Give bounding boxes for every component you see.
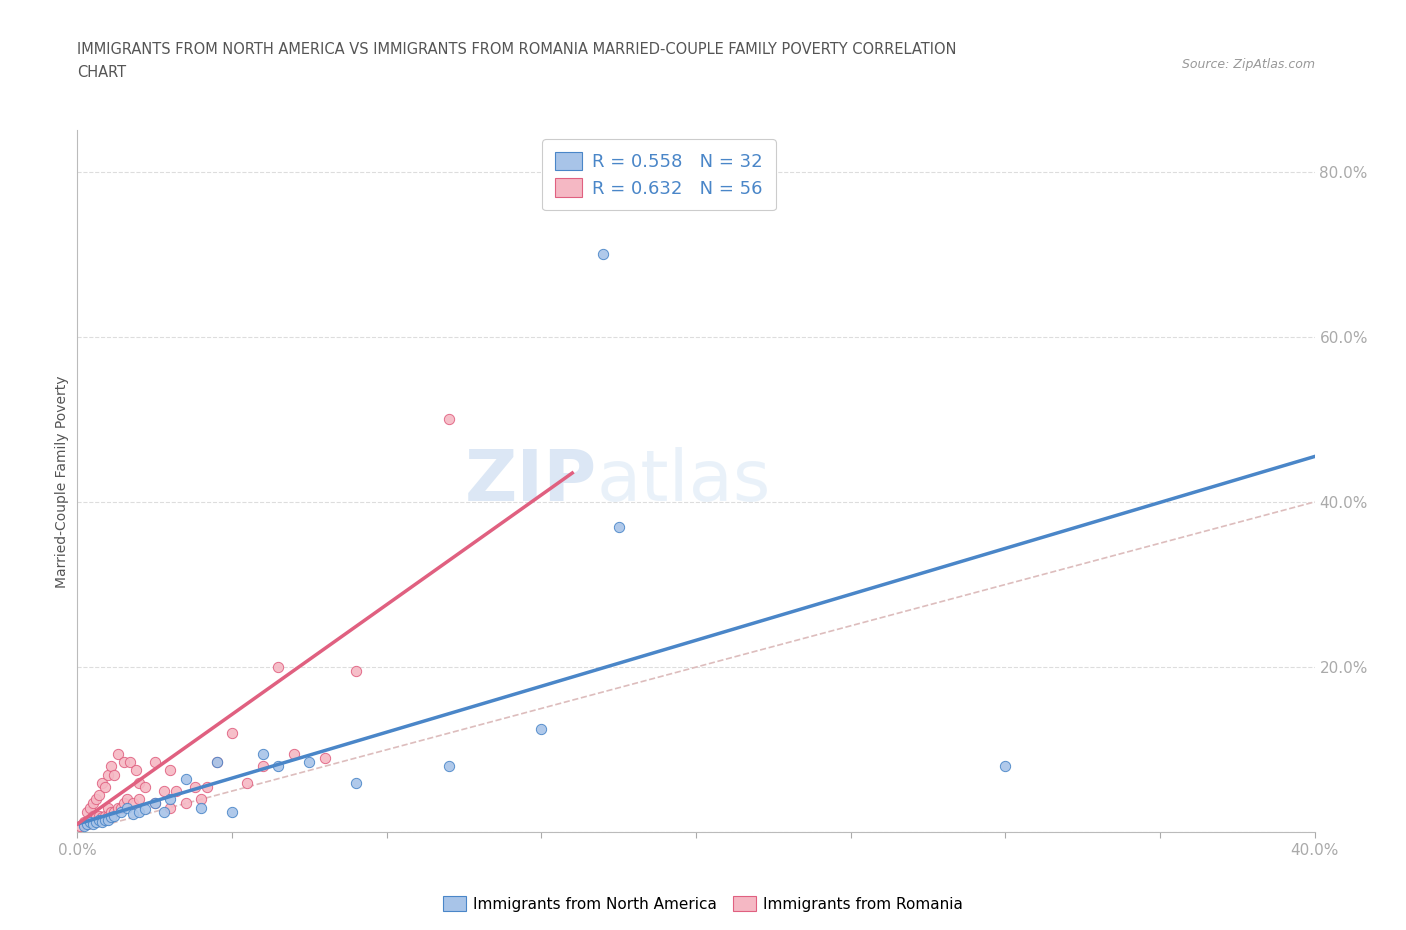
Text: IMMIGRANTS FROM NORTH AMERICA VS IMMIGRANTS FROM ROMANIA MARRIED-COUPLE FAMILY P: IMMIGRANTS FROM NORTH AMERICA VS IMMIGRA… <box>77 42 957 57</box>
Point <box>122 806 145 821</box>
Point <box>221 725 243 740</box>
Point <box>283 747 305 762</box>
Point <box>143 796 166 811</box>
Point <box>190 791 212 806</box>
Point <box>236 776 259 790</box>
Point <box>69 818 91 833</box>
Point <box>190 800 212 815</box>
Point <box>97 767 120 782</box>
Point <box>112 755 135 770</box>
Point <box>94 808 117 823</box>
Point <box>205 755 228 770</box>
Point <box>79 800 101 815</box>
Text: atlas: atlas <box>598 446 772 516</box>
Point <box>115 800 138 815</box>
Point <box>97 800 120 815</box>
Point <box>91 776 114 790</box>
Point <box>110 804 132 819</box>
Legend: R = 0.558   N = 32, R = 0.632   N = 56: R = 0.558 N = 32, R = 0.632 N = 56 <box>541 140 776 210</box>
Point <box>82 813 104 828</box>
Point <box>82 817 104 831</box>
Point <box>298 755 321 770</box>
Point <box>82 796 104 811</box>
Point <box>79 813 101 828</box>
Point <box>87 788 110 803</box>
Point <box>91 815 114 830</box>
Point <box>205 755 228 770</box>
Legend: Immigrants from North America, Immigrants from Romania: Immigrants from North America, Immigrant… <box>437 889 969 918</box>
Point <box>76 817 98 831</box>
Point <box>128 791 150 806</box>
Point <box>87 813 110 828</box>
Point <box>91 810 114 825</box>
Point <box>267 759 290 774</box>
Point <box>72 818 94 833</box>
Point <box>125 763 148 777</box>
Point <box>437 412 460 427</box>
Point <box>100 810 122 825</box>
Point <box>159 763 181 777</box>
Point <box>159 800 181 815</box>
Point <box>134 779 156 794</box>
Y-axis label: Married-Couple Family Poverty: Married-Couple Family Poverty <box>55 375 69 588</box>
Point <box>72 817 94 831</box>
Point <box>79 815 101 830</box>
Point <box>592 246 614 261</box>
Point <box>76 804 98 819</box>
Point <box>72 815 94 830</box>
Point <box>100 759 122 774</box>
Point <box>97 813 120 828</box>
Point <box>107 800 129 815</box>
Point <box>122 796 145 811</box>
Point <box>112 796 135 811</box>
Point <box>195 779 218 794</box>
Point <box>143 796 166 811</box>
Point <box>134 802 156 817</box>
Point <box>153 804 176 819</box>
Point <box>184 779 207 794</box>
Point <box>607 519 630 534</box>
Point <box>252 759 274 774</box>
Point <box>103 767 125 782</box>
Point <box>100 804 122 819</box>
Point <box>174 796 197 811</box>
Point <box>128 776 150 790</box>
Point <box>115 791 138 806</box>
Point <box>103 804 125 819</box>
Point <box>128 804 150 819</box>
Point <box>994 759 1017 774</box>
Point <box>76 817 98 831</box>
Point <box>344 776 367 790</box>
Point <box>84 815 107 830</box>
Point <box>165 784 187 799</box>
Point <box>118 755 141 770</box>
Point <box>94 779 117 794</box>
Text: CHART: CHART <box>77 65 127 80</box>
Point <box>143 755 166 770</box>
Point <box>107 747 129 762</box>
Point <box>530 722 553 737</box>
Point <box>437 759 460 774</box>
Point <box>221 804 243 819</box>
Point <box>174 771 197 786</box>
Point <box>252 747 274 762</box>
Point <box>103 808 125 823</box>
Point <box>94 813 117 828</box>
Point <box>84 810 107 825</box>
Point <box>110 800 132 815</box>
Point <box>159 791 181 806</box>
Text: ZIP: ZIP <box>465 446 598 516</box>
Text: Source: ZipAtlas.com: Source: ZipAtlas.com <box>1181 58 1315 71</box>
Point <box>87 808 110 823</box>
Point <box>153 784 176 799</box>
Point <box>344 664 367 679</box>
Point <box>314 751 336 765</box>
Point <box>267 659 290 674</box>
Point <box>97 808 120 823</box>
Point <box>82 808 104 823</box>
Point <box>84 791 107 806</box>
